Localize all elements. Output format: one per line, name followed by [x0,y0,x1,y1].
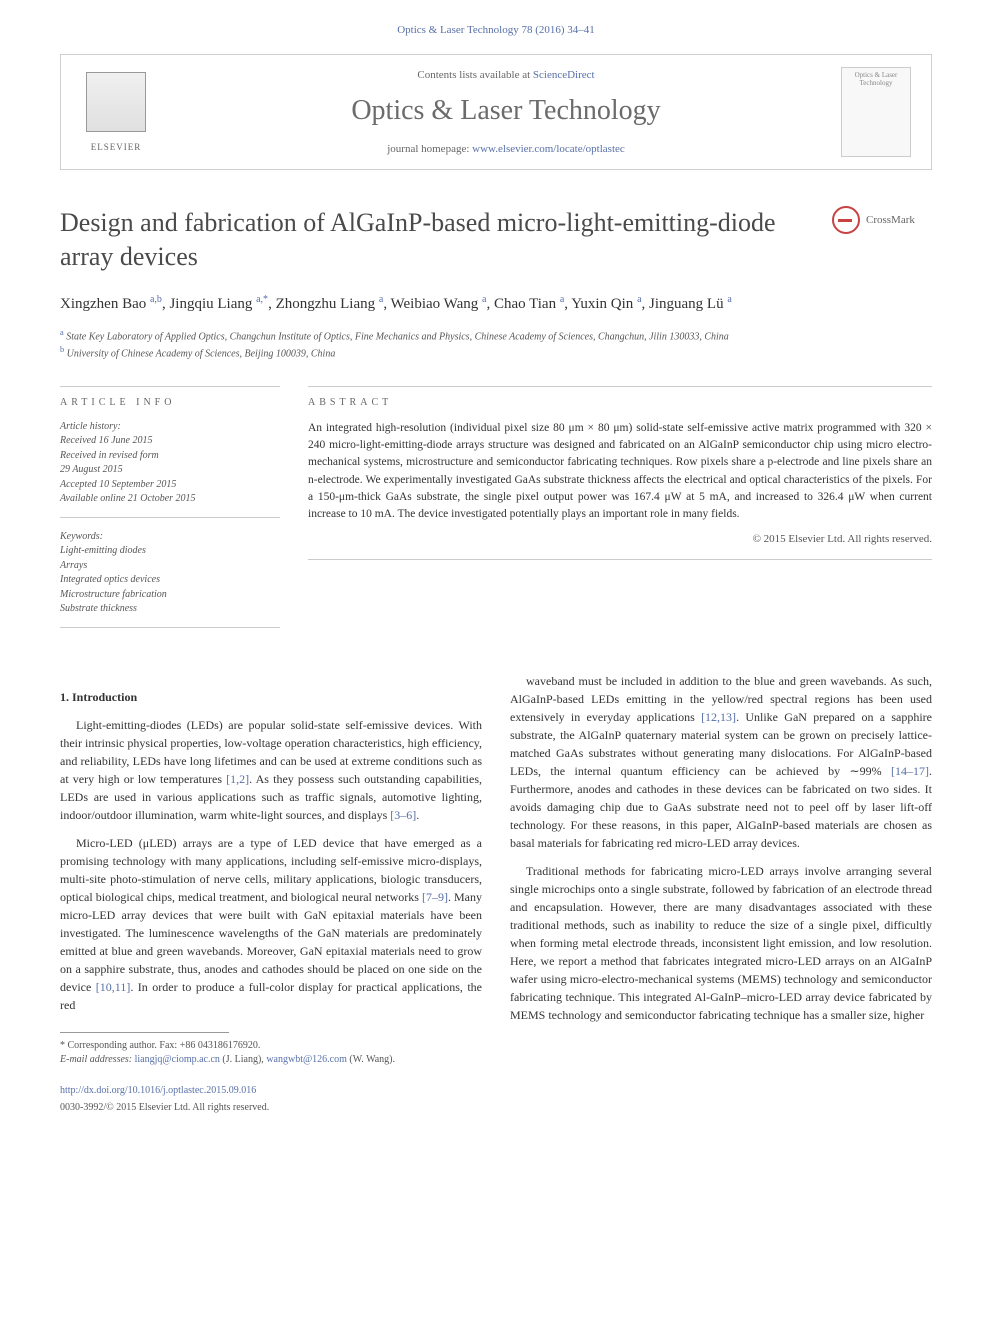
right-column: waveband must be included in addition to… [510,672,932,1115]
keyword: Integrated optics devices [60,573,280,588]
email-who-1: (J. Liang), [220,1054,266,1065]
keyword: Light-emitting diodes [60,544,280,559]
affiliation-b: b University of Chinese Academy of Scien… [60,344,932,361]
article-info-heading: ARTICLE INFO [60,397,280,408]
section-1-heading: 1. Introduction [60,688,482,706]
journal-homepage: journal homepage: www.elsevier.com/locat… [171,143,841,155]
email-who-2: (W. Wang). [347,1054,395,1065]
email-addresses: E-mail addresses: liangjq@ciomp.ac.cn (J… [60,1053,482,1067]
affiliation-a: a State Key Laboratory of Applied Optics… [60,327,932,344]
article-title: Design and fabrication of AlGaInP-based … [60,206,812,274]
citation-ref[interactable]: [7–9] [422,890,448,904]
journal-cover-thumbnail: Optics & Laser Technology [841,67,911,157]
abstract-text: An integrated high-resolution (individua… [308,420,932,524]
homepage-prefix: journal homepage: [387,143,472,155]
footnotes: * Corresponding author. Fax: +86 0431861… [60,1039,482,1067]
keywords-block: Keywords: Light-emitting diodesArraysInt… [60,530,280,628]
history-line: Received in revised form [60,449,280,464]
citation-ref[interactable]: [1,2] [226,772,249,786]
elsevier-text: ELSEVIER [91,142,142,152]
article-history: Article history: Received 16 June 2015Re… [60,420,280,518]
contents-line: Contents lists available at ScienceDirec… [171,69,841,81]
abstract-copyright: © 2015 Elsevier Ltd. All rights reserved… [308,533,932,545]
sciencedirect-link[interactable]: ScienceDirect [533,69,595,81]
citation-ref[interactable]: [3–6] [390,808,416,822]
history-line: Accepted 10 September 2015 [60,478,280,493]
journal-name: Optics & Laser Technology [171,95,841,127]
authors-list: Xingzhen Bao a,b, Jingqiu Liang a,*, Zho… [60,292,932,316]
citation-ref[interactable]: [10,11] [96,980,131,994]
citation-ref[interactable]: [12,13] [701,710,736,724]
body-paragraph: Light-emitting-diodes (LEDs) are popular… [60,716,482,824]
affiliations: a State Key Laboratory of Applied Optics… [60,327,932,362]
doi-link[interactable]: http://dx.doi.org/10.1016/j.optlastec.20… [60,1083,482,1098]
left-column: 1. Introduction Light-emitting-diodes (L… [60,672,482,1115]
body-paragraph: Micro-LED (μLED) arrays are a type of LE… [60,834,482,1014]
history-label: Article history: [60,420,280,435]
crossmark-icon [832,206,860,234]
citation-ref[interactable]: [14–17] [891,764,929,778]
history-line: Available online 21 October 2015 [60,492,280,507]
keyword: Arrays [60,559,280,574]
elsevier-logo: ELSEVIER [81,72,151,152]
corresponding-author: * Corresponding author. Fax: +86 0431861… [60,1039,482,1053]
email-link-1[interactable]: liangjq@ciomp.ac.cn [135,1054,220,1065]
journal-reference: Optics & Laser Technology 78 (2016) 34–4… [60,24,932,36]
keywords-label: Keywords: [60,530,280,545]
journal-header: ELSEVIER Contents lists available at Sci… [60,54,932,170]
abstract-heading: ABSTRACT [308,397,932,408]
keyword: Substrate thickness [60,602,280,617]
abstract-panel: ABSTRACT An integrated high-resolution (… [308,386,932,640]
article-info-panel: ARTICLE INFO Article history: Received 1… [60,386,280,640]
crossmark-label: CrossMark [866,214,915,226]
body-paragraph: waveband must be included in addition to… [510,672,932,852]
keyword: Microstructure fabrication [60,588,280,603]
contents-prefix: Contents lists available at [417,69,532,81]
body-columns: 1. Introduction Light-emitting-diodes (L… [60,672,932,1115]
body-paragraph: Traditional methods for fabricating micr… [510,862,932,1024]
email-link-2[interactable]: wangwbt@126.com [266,1054,347,1065]
email-label: E-mail addresses: [60,1054,135,1065]
homepage-link[interactable]: www.elsevier.com/locate/optlastec [472,143,625,155]
crossmark-badge[interactable]: CrossMark [832,206,932,234]
history-line: Received 16 June 2015 [60,434,280,449]
issn-line: 0030-3992/© 2015 Elsevier Ltd. All right… [60,1100,482,1115]
elsevier-tree-icon [86,72,146,132]
history-line: 29 August 2015 [60,463,280,478]
